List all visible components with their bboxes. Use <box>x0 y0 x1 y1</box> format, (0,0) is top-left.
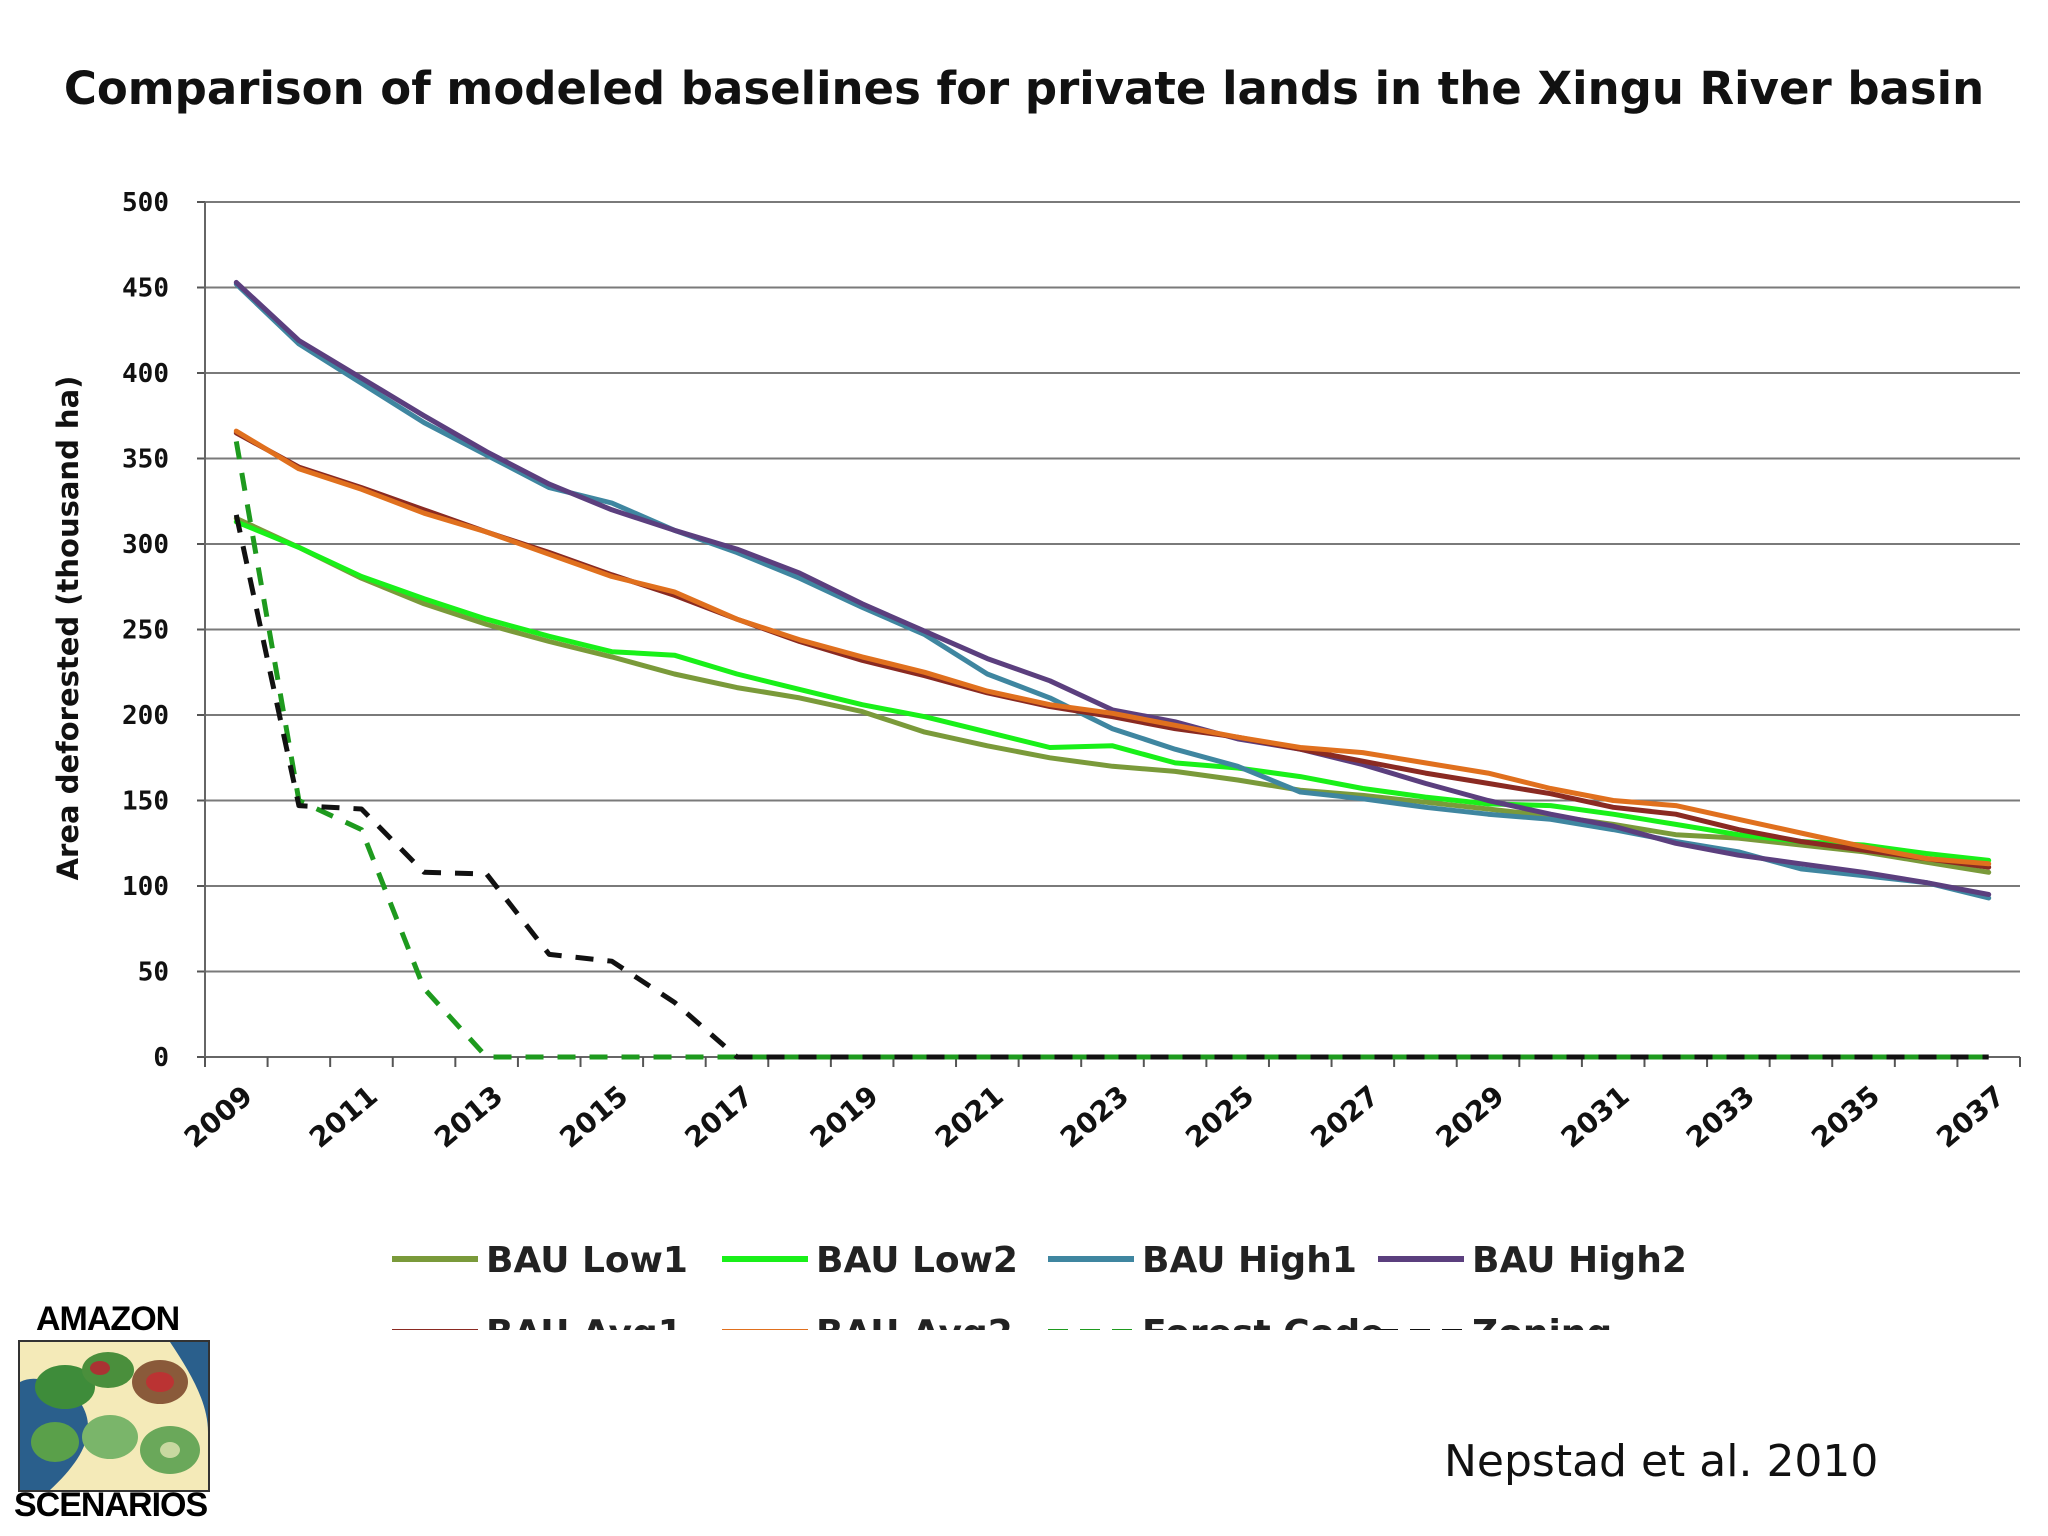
x-tick-label: 2035 <box>1805 1079 1886 1154</box>
y-tick-label: 150 <box>122 787 169 817</box>
legend-label: Forest Code <box>1142 1313 1385 1330</box>
x-tick-label: 2025 <box>1179 1079 1260 1154</box>
series-line-zoning <box>233 514 1989 1060</box>
logo-map-image <box>18 1340 210 1492</box>
x-tick-label: 2021 <box>929 1079 1010 1154</box>
y-axis-ticks: 0 50 100 150 200 250 300 350 400 450 500 <box>122 188 169 1073</box>
axes <box>197 201 2021 1067</box>
y-tick-label: 200 <box>122 701 169 731</box>
series-line-bau-high1 <box>233 281 1992 901</box>
legend-label: BAU Avg2 <box>816 1313 1013 1330</box>
series-line-bau-low1 <box>233 515 1992 875</box>
legend-label: BAU Avg1 <box>486 1313 683 1330</box>
citation: Nepstad et al. 2010 <box>1444 1436 1879 1487</box>
y-tick-label: 300 <box>122 530 169 560</box>
y-tick-label: 400 <box>122 359 169 389</box>
y-axis-label: Area deforested (thousand ha) <box>51 376 85 881</box>
y-tick-label: 50 <box>138 958 169 988</box>
x-tick-label: 2013 <box>428 1079 509 1154</box>
x-axis-ticks: 2009 2011 2013 2015 2017 2019 2021 2023 2025 2027… <box>178 1079 2011 1154</box>
legend-label: BAU High2 <box>1472 1240 1687 1281</box>
y-tick-label: 450 <box>122 274 169 304</box>
logo-bottom-text: SCENARIOS <box>14 1486 208 1524</box>
x-tick-label: 2019 <box>804 1079 885 1154</box>
legend-label: BAU Low1 <box>486 1240 688 1281</box>
legend-label: Zoning <box>1472 1313 1612 1330</box>
series-lines <box>233 279 1992 1060</box>
chart-title: Comparison of modeled baselines for priv… <box>63 62 1985 115</box>
series-line-bau-high2 <box>233 279 1992 897</box>
x-tick-label: 2015 <box>553 1079 634 1154</box>
y-tick-label: 500 <box>122 188 169 218</box>
x-tick-label: 2023 <box>1054 1079 1135 1154</box>
x-tick-label: 2027 <box>1304 1079 1385 1154</box>
legend: BAU Low1 BAU Low2 BAU High1 BAU High2 BAU Av… <box>392 1240 1687 1330</box>
grid-lines <box>205 201 2020 973</box>
series-line-forest-code <box>233 440 1989 1060</box>
x-tick-label: 2037 <box>1930 1079 2011 1154</box>
legend-label: BAU Low2 <box>816 1240 1018 1281</box>
logo-top-text: AMAZON <box>36 1300 180 1338</box>
y-tick-label: 100 <box>122 872 169 902</box>
series-line-bau-avg1 <box>233 430 1992 870</box>
x-tick-label: 2009 <box>178 1079 259 1154</box>
y-tick-label: 0 <box>153 1043 169 1073</box>
series-line-bau-low2 <box>233 519 1992 863</box>
x-tick-label: 2017 <box>679 1079 760 1154</box>
series-line-bau-avg2 <box>233 428 1992 867</box>
y-tick-label: 350 <box>122 445 169 475</box>
x-tick-label: 2033 <box>1680 1079 1761 1154</box>
x-tick-label: 2011 <box>303 1079 384 1154</box>
x-tick-label: 2031 <box>1555 1079 1636 1154</box>
y-tick-label: 250 <box>122 616 169 646</box>
legend-label: BAU High1 <box>1142 1240 1357 1281</box>
x-tick-label: 2029 <box>1430 1079 1511 1154</box>
